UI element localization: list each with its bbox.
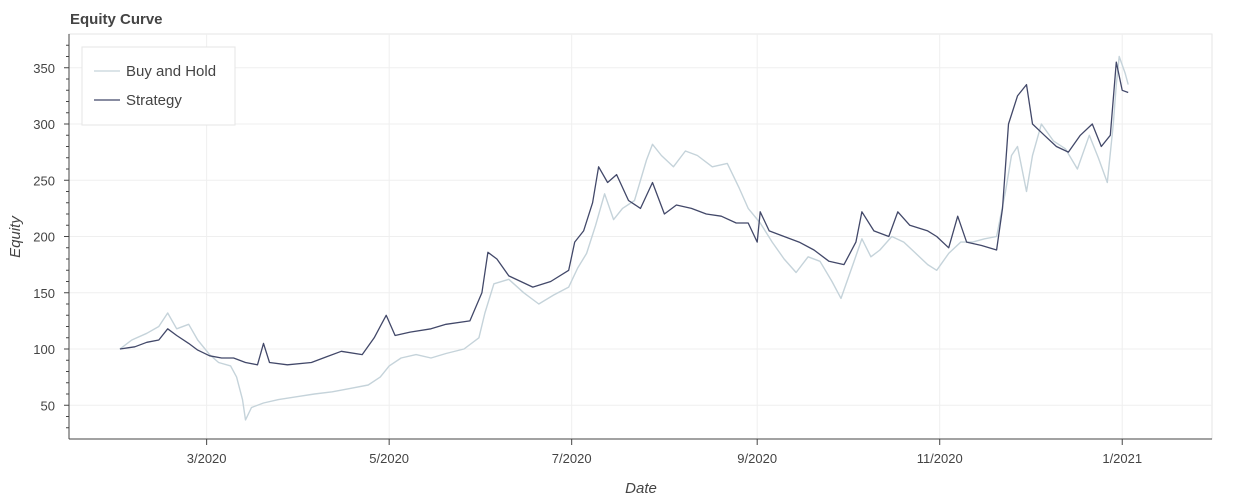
legend-label-strategy[interactable]: Strategy <box>126 92 182 109</box>
x-axis-title: Date <box>625 480 657 497</box>
x-tick-label: 9/2020 <box>737 451 777 466</box>
y-tick-label: 300 <box>33 117 55 132</box>
y-tick-label: 200 <box>33 230 55 245</box>
x-tick-label: 11/2020 <box>917 451 963 466</box>
x-tick-label: 5/2020 <box>369 451 409 466</box>
y-tick-label: 100 <box>33 342 55 357</box>
y-tick-label: 150 <box>33 286 55 301</box>
y-tick-label: 250 <box>33 173 55 188</box>
legend-box <box>81 46 236 126</box>
series-layer <box>119 55 1129 421</box>
legend-label-buy-and-hold[interactable]: Buy and Hold <box>126 63 216 80</box>
grid-lines <box>69 34 1212 439</box>
x-tick-label: 7/2020 <box>552 451 592 466</box>
series-line-buy-and-hold <box>119 55 1129 421</box>
y-axis-title: Equity <box>7 215 24 258</box>
x-tick-label: 3/2020 <box>187 451 227 466</box>
x-tick-label: 1/2021 <box>1102 451 1142 466</box>
y-tick-label: 50 <box>41 398 55 413</box>
y-tick-label: 350 <box>33 61 55 76</box>
chart-title: Equity Curve <box>70 11 163 28</box>
legend[interactable]: Buy and Hold Strategy <box>81 46 236 126</box>
series-line-strategy <box>119 61 1129 366</box>
tick-marks: 50 100 150 200 250 300 350 3/2020 5/2020 7/2020 9/… <box>33 44 1142 466</box>
